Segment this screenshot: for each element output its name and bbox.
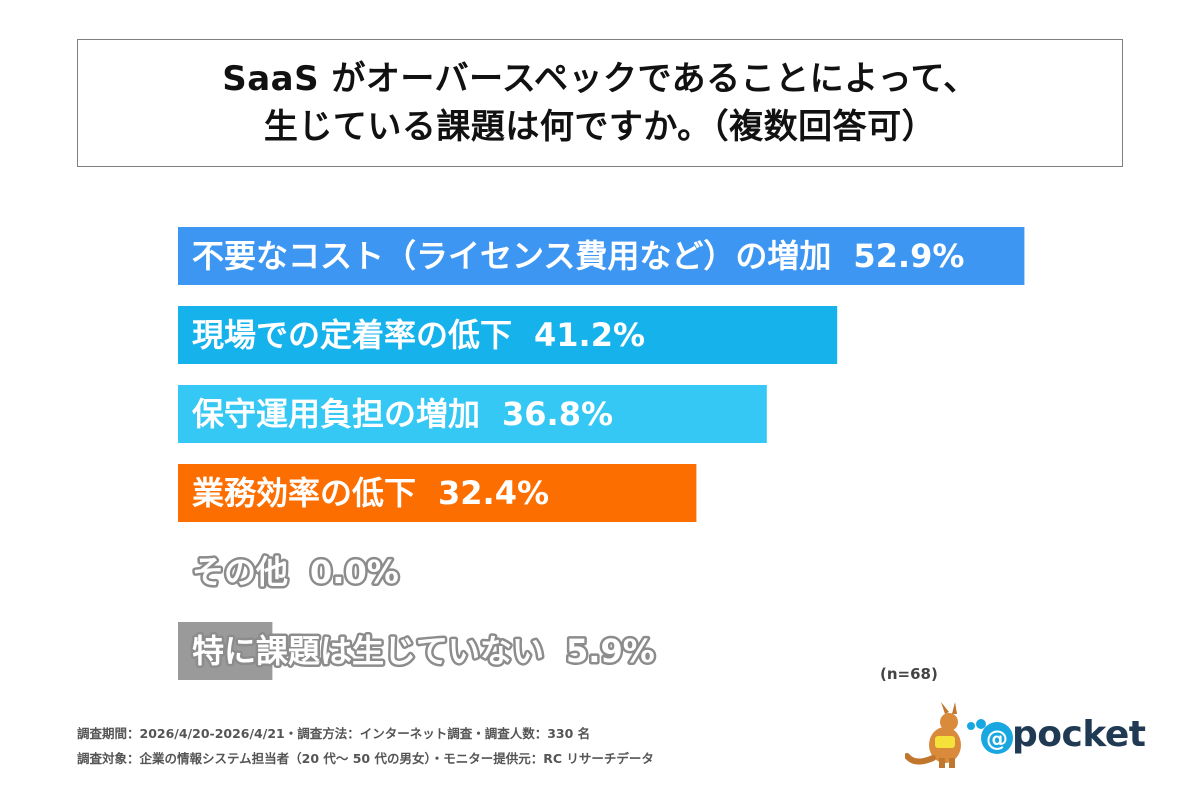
survey-note-line-1: 調査期間：2026/4/20-2026/4/21・調査方法：インターネット調査・…: [77, 726, 591, 741]
survey-note-line-2: 調査対象：企業の情報システム担当者（20 代～ 50 代の男女）・モニター提供元…: [77, 751, 654, 766]
bar-category-4: 業務効率の低下: [192, 474, 416, 512]
pocket-logo-text: pocket: [1012, 714, 1146, 755]
bar-2: [178, 306, 838, 364]
bar-4: [178, 464, 697, 522]
bar-label-6: 特に課題は生じていない 5.9%: [192, 632, 655, 670]
bar-category-6: 特に課題は生じていない: [192, 632, 544, 670]
bar-category-1: 不要なコスト（ライセンス費用など）の増加: [192, 237, 831, 275]
bar-label-2: 現場での定着率の低下 41.2%: [192, 316, 645, 354]
bar-1: [178, 227, 1025, 285]
svg-text:@: @: [986, 727, 1008, 752]
chart-title-box: SaaS がオーバースペックであることによって、 生じている課題は何ですか。（複…: [77, 39, 1123, 167]
bar-category-5: その他: [192, 553, 288, 591]
chart-title-line-2: 生じている課題は何ですか。（複数回答可）: [263, 107, 937, 147]
bar-6: [178, 622, 273, 680]
sample-size-label: (n=68): [880, 665, 938, 683]
bar-value-2: 41.2%: [534, 316, 645, 354]
bar-label-3: 保守運用負担の増加 36.8%: [192, 395, 613, 433]
bar-value-4: 32.4%: [438, 474, 549, 512]
bar-label-5: その他 0.0%: [192, 553, 399, 591]
bar-category-3: 保守運用負担の増加: [192, 395, 480, 433]
chart-title-line-1: SaaS がオーバースペックであることによって、: [222, 59, 978, 99]
bar-value-6: 5.9%: [566, 632, 655, 670]
bar-value-5: 0.0%: [310, 553, 399, 591]
bar-value-3: 36.8%: [502, 395, 613, 433]
bar-label-4: 業務効率の低下 32.4%: [192, 474, 549, 512]
bar-3: [178, 385, 767, 443]
bar-value-1: 52.9%: [853, 237, 964, 275]
bar-category-2: 現場での定着率の低下: [192, 316, 512, 354]
bar-label-1: 不要なコスト（ライセンス費用など）の増加 52.9%: [192, 237, 964, 275]
kangaroo-mascot-icon: @: [905, 702, 1013, 768]
